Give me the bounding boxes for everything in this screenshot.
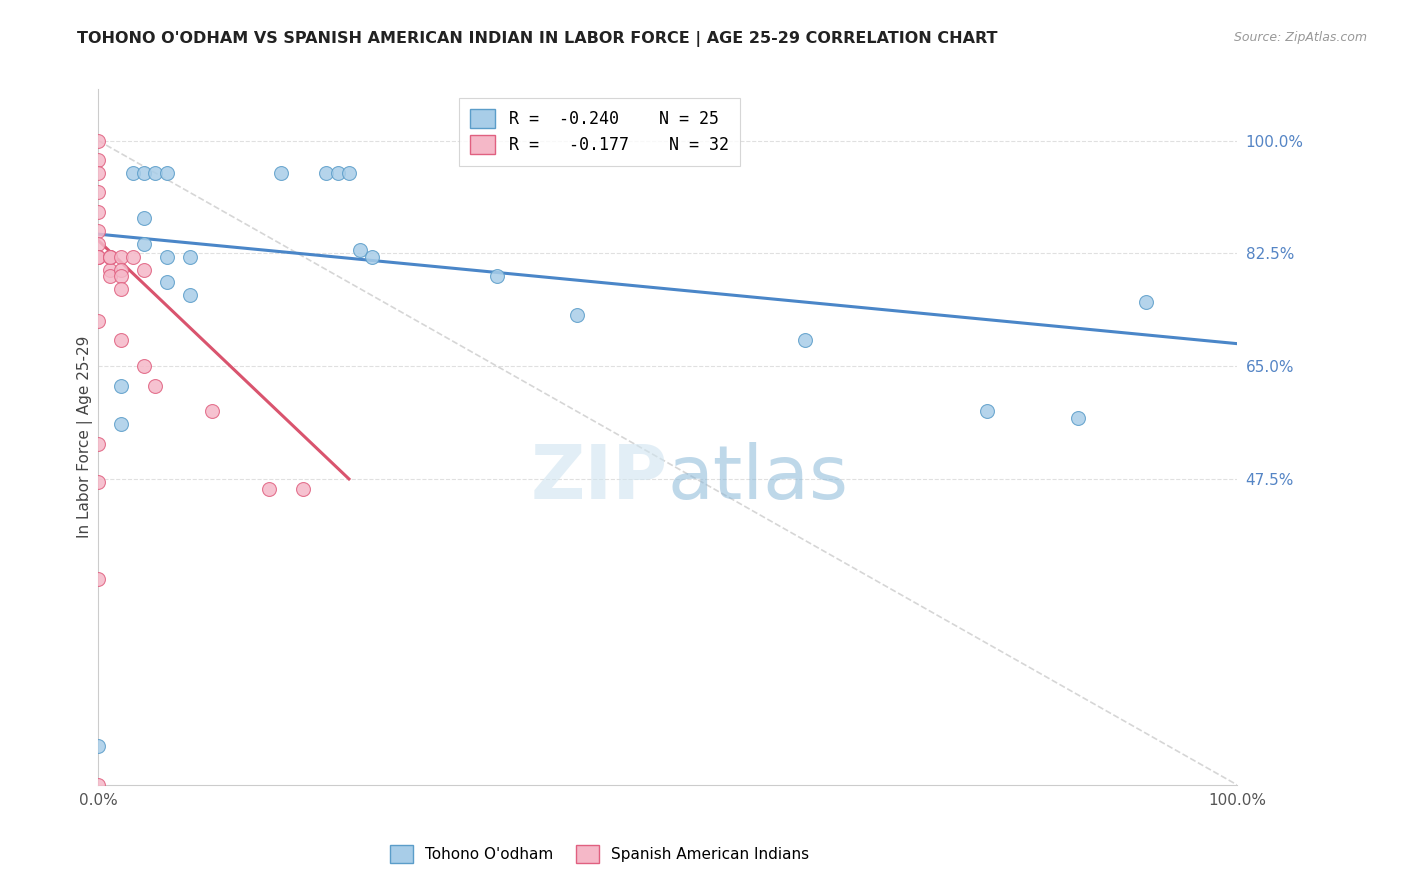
Point — [145, 166, 167, 180]
Point — [132, 166, 155, 180]
Point — [87, 186, 110, 200]
Point — [87, 739, 110, 754]
Point — [360, 250, 382, 264]
Point — [98, 262, 121, 277]
Point — [315, 166, 337, 180]
Point — [87, 475, 110, 490]
Point — [98, 268, 121, 283]
Point — [110, 268, 132, 283]
Point — [156, 250, 179, 264]
Point — [156, 276, 179, 290]
Point — [793, 334, 815, 348]
Point — [110, 262, 132, 277]
Point — [98, 250, 121, 264]
Point — [349, 244, 371, 258]
Point — [132, 236, 155, 251]
Point — [1067, 410, 1090, 425]
Point — [976, 404, 998, 418]
Point — [292, 482, 315, 496]
Point — [98, 250, 121, 264]
Text: ZIP: ZIP — [530, 442, 668, 516]
Point — [132, 359, 155, 374]
Point — [565, 308, 588, 322]
Point — [110, 250, 132, 264]
Point — [270, 166, 292, 180]
Point — [121, 166, 143, 180]
Text: TOHONO O'ODHAM VS SPANISH AMERICAN INDIAN IN LABOR FORCE | AGE 25-29 CORRELATION: TOHONO O'ODHAM VS SPANISH AMERICAN INDIA… — [77, 31, 998, 47]
Point — [1135, 294, 1157, 309]
Point — [87, 224, 110, 238]
Point — [486, 268, 509, 283]
Point — [110, 417, 132, 432]
Text: atlas: atlas — [668, 442, 849, 516]
Point — [110, 334, 132, 348]
Point — [132, 262, 155, 277]
Point — [87, 236, 110, 251]
Point — [145, 378, 167, 392]
Y-axis label: In Labor Force | Age 25-29: In Labor Force | Age 25-29 — [76, 336, 93, 538]
Point — [110, 378, 132, 392]
Point — [132, 211, 155, 225]
Point — [87, 166, 110, 180]
Point — [179, 288, 201, 302]
Point — [201, 404, 224, 418]
Point — [87, 572, 110, 586]
Point — [98, 250, 121, 264]
Point — [87, 778, 110, 792]
Point — [87, 250, 110, 264]
Point — [87, 314, 110, 328]
Point — [87, 250, 110, 264]
Point — [87, 250, 110, 264]
Point — [156, 166, 179, 180]
Point — [87, 436, 110, 450]
Point — [337, 166, 360, 180]
Legend: Tohono O'odham, Spanish American Indians: Tohono O'odham, Spanish American Indians — [380, 834, 820, 873]
Point — [326, 166, 349, 180]
Point — [259, 482, 281, 496]
Point — [121, 250, 143, 264]
Point — [87, 134, 110, 148]
Point — [87, 204, 110, 219]
Point — [179, 250, 201, 264]
Point — [110, 282, 132, 296]
Point — [87, 153, 110, 167]
Text: Source: ZipAtlas.com: Source: ZipAtlas.com — [1233, 31, 1367, 45]
